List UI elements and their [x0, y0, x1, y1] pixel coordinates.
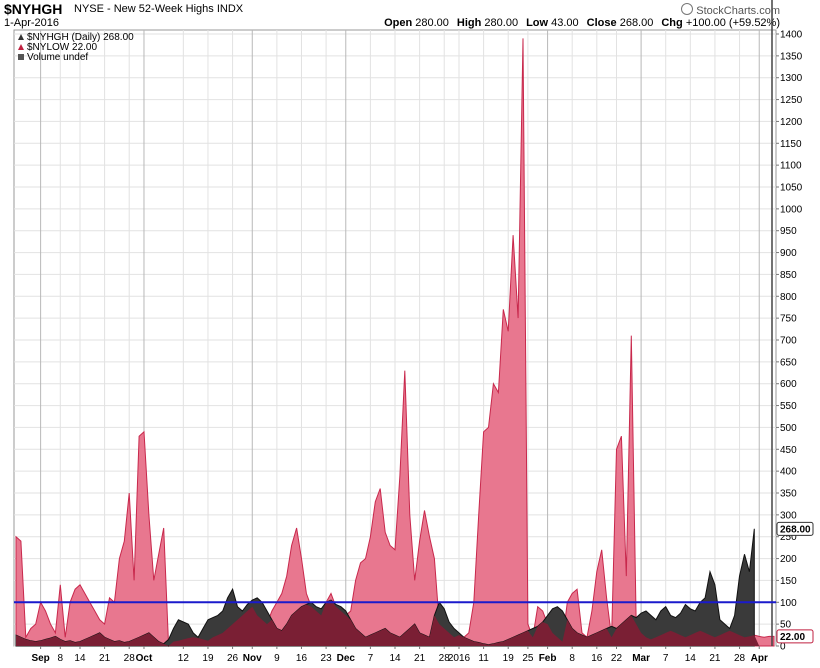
x-tick-label: 28 — [439, 653, 451, 664]
legend-swatch-nylow — [18, 44, 24, 50]
y-tick-label: 1050 — [780, 183, 803, 194]
ohlc-summary: Open 280.00 High 280.00 Low 43.00 Close 268… — [384, 17, 780, 29]
x-tick-label: Sep — [31, 653, 49, 664]
x-tick-label: Oct — [136, 653, 153, 664]
x-tick-label: 7 — [663, 653, 669, 664]
last-value-nyhgh-label: 268.00 — [780, 524, 811, 535]
x-tick-label: Mar — [632, 653, 650, 664]
stockcharts-logo-icon — [681, 3, 694, 15]
y-tick-label: 450 — [780, 445, 797, 456]
brand-watermark: StockCharts.com — [681, 3, 780, 17]
chart-date: 1-Apr-2016 — [4, 17, 60, 29]
last-value-markers: 268.00 22.00 — [776, 521, 814, 644]
legend-swatch-volume — [18, 54, 24, 60]
y-tick-label: 200 — [780, 554, 797, 565]
chart-description: NYSE - New 52-Week Highs INDX — [74, 3, 244, 15]
x-tick-label: 26 — [227, 653, 239, 664]
y-tick-label: 150 — [780, 576, 797, 587]
grid-lines — [14, 30, 776, 647]
low-value: 43.00 — [551, 17, 579, 29]
y-tick-label: 1000 — [780, 204, 803, 215]
legend-label-nylow: $NYLOW 22.00 — [27, 42, 97, 53]
x-tick-label: 2016 — [448, 653, 471, 664]
x-axis: Sep 8 14 21 28 Oct 12 19 26 Nov 9 16 23 Dec 7 14 21 28201… — [31, 646, 768, 664]
legend-item-nylow: $NYLOW 22.00 — [18, 42, 97, 53]
x-tick-label: 12 — [178, 653, 190, 664]
x-tick-label: 11 — [478, 653, 489, 664]
y-tick-label: 1250 — [780, 95, 803, 106]
legend-item-volume: Volume undef — [18, 52, 88, 63]
y-tick-label: 650 — [780, 357, 797, 368]
y-tick-label: 900 — [780, 248, 797, 259]
close-value: 268.00 — [619, 17, 654, 29]
x-tick-label: 14 — [74, 653, 86, 664]
y-tick-label: 50 — [780, 620, 792, 631]
y-tick-label: 550 — [780, 401, 797, 412]
x-tick-label: Apr — [751, 653, 768, 664]
x-tick-label: Feb — [539, 653, 557, 664]
y-tick-label: 1150 — [780, 139, 802, 150]
y-tick-label: 700 — [780, 336, 797, 347]
x-tick-label: Nov — [243, 653, 262, 664]
x-tick-label: 28 — [734, 653, 746, 664]
x-tick-label: Dec — [337, 653, 356, 664]
x-tick-label: 7 — [368, 653, 374, 664]
y-axis: 0 50 100 150 200 250 300 350 400 450 500 550 600 650 7… — [776, 30, 803, 653]
x-tick-label: 19 — [503, 653, 515, 664]
y-tick-label: 950 — [780, 226, 797, 237]
y-tick-label: 1100 — [780, 161, 802, 172]
last-value-nylow-box — [776, 629, 814, 644]
x-tick-label: 21 — [99, 653, 111, 664]
legend-swatch-nyhgh — [18, 34, 24, 40]
legend-label-nyhgh: $NYHGH (Daily) 268.00 — [27, 32, 134, 43]
chart-symbol: $NYHGH — [4, 1, 63, 17]
y-tick-label: 850 — [780, 270, 797, 281]
legend-label-volume: Volume undef — [27, 52, 88, 63]
series-areas — [15, 0, 775, 648]
x-tick-label: 8 — [58, 653, 64, 664]
legend-item-nyhgh: $NYHGH (Daily) 268.00 — [18, 32, 134, 43]
x-tick-label: 21 — [709, 653, 721, 664]
y-tick-label: 1300 — [780, 73, 803, 84]
last-value-nyhgh-box — [776, 521, 814, 536]
y-tick-label: 400 — [780, 467, 797, 478]
y-tick-label: 1400 — [780, 30, 803, 41]
y-tick-label: 0 — [780, 642, 786, 653]
y-tick-label: 600 — [780, 379, 797, 390]
x-tick-label: 22 — [611, 653, 623, 664]
chart-header: $NYHGH NYSE - New 52-Week Highs INDX 1-A… — [0, 0, 820, 30]
y-tick-label: 250 — [780, 532, 797, 543]
y-tick-label: 800 — [780, 292, 797, 303]
change-value: +100.00 (+59.52%) — [685, 17, 780, 29]
last-value-nylow-label: 22.00 — [780, 632, 805, 643]
y-tick-label: 750 — [780, 314, 797, 325]
x-tick-label: 8 — [569, 653, 575, 664]
y-tick-label: 300 — [780, 510, 797, 521]
x-tick-label: 16 — [296, 653, 308, 664]
high-value: 280.00 — [484, 17, 519, 29]
x-tick-label: 19 — [202, 653, 214, 664]
y-tick-label: 500 — [780, 423, 797, 434]
last-value-nyhgh: 268.00 — [776, 521, 814, 536]
y-tick-label: 100 — [780, 598, 797, 609]
brand-name: StockCharts.com — [696, 5, 780, 17]
x-tick-label: 23 — [321, 653, 333, 664]
x-tick-label: 9 — [274, 653, 280, 664]
series-area-overlap — [16, 600, 774, 646]
y-tick-label: 1200 — [780, 117, 803, 128]
open-value: 280.00 — [415, 17, 449, 29]
last-value-nylow: 22.00 — [776, 629, 814, 644]
x-tick-label: 16 — [591, 653, 603, 664]
x-tick-label: 14 — [685, 653, 697, 664]
y-tick-label: 1350 — [780, 51, 803, 62]
legend: $NYHGH (Daily) 268.00 $NYLOW 22.00 Volum… — [18, 32, 134, 63]
x-tick-label: 25 — [522, 653, 534, 664]
x-tick-label: 14 — [389, 653, 401, 664]
x-tick-label: 21 — [414, 653, 426, 664]
y-tick-label: 350 — [780, 489, 797, 500]
x-tick-label: 28 — [124, 653, 136, 664]
